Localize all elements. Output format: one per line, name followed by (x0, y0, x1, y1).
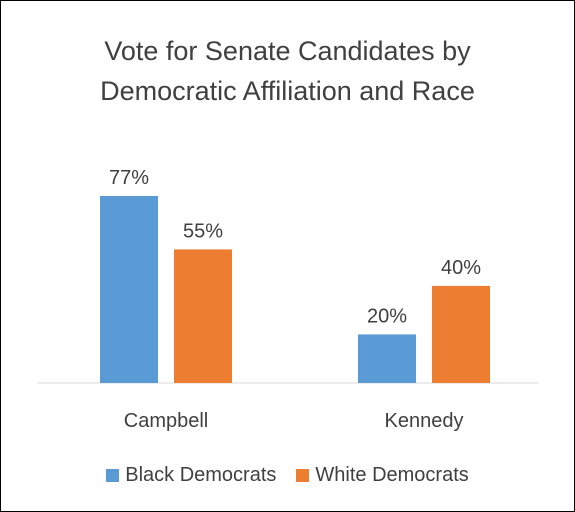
legend-label-black-democrats: Black Democrats (125, 464, 277, 486)
bar-kennedy-white-democrats (432, 285, 490, 383)
legend-label-white-democrats: White Democrats (315, 464, 469, 486)
data-label-campbell-white-democrats: 55% (183, 220, 223, 242)
legend-swatch-white-democrats (296, 469, 310, 482)
data-label-kennedy-black-democrats: 20% (367, 305, 407, 327)
category-label-kennedy: Kennedy (385, 410, 464, 432)
bar-kennedy-black-democrats (358, 334, 416, 383)
chart-title: Vote for Senate Candidates by Democratic… (1, 31, 574, 111)
category-label-campbell: Campbell (124, 410, 208, 432)
data-label-kennedy-white-democrats: 40% (441, 257, 481, 279)
chart-title-line-1: Vote for Senate Candidates by (104, 36, 471, 66)
legend: Black Democrats White Democrats (1, 464, 574, 487)
legend-item-white-democrats: White Democrats (296, 464, 469, 487)
chart-title-line-2: Democratic Affiliation and Race (100, 76, 475, 106)
data-label-campbell-black-democrats: 77% (109, 167, 149, 189)
legend-swatch-black-democrats (106, 469, 120, 482)
legend-item-black-democrats: Black Democrats (106, 464, 276, 487)
bar-campbell-black-democrats (100, 196, 158, 383)
bar-campbell-white-democrats (174, 249, 232, 383)
